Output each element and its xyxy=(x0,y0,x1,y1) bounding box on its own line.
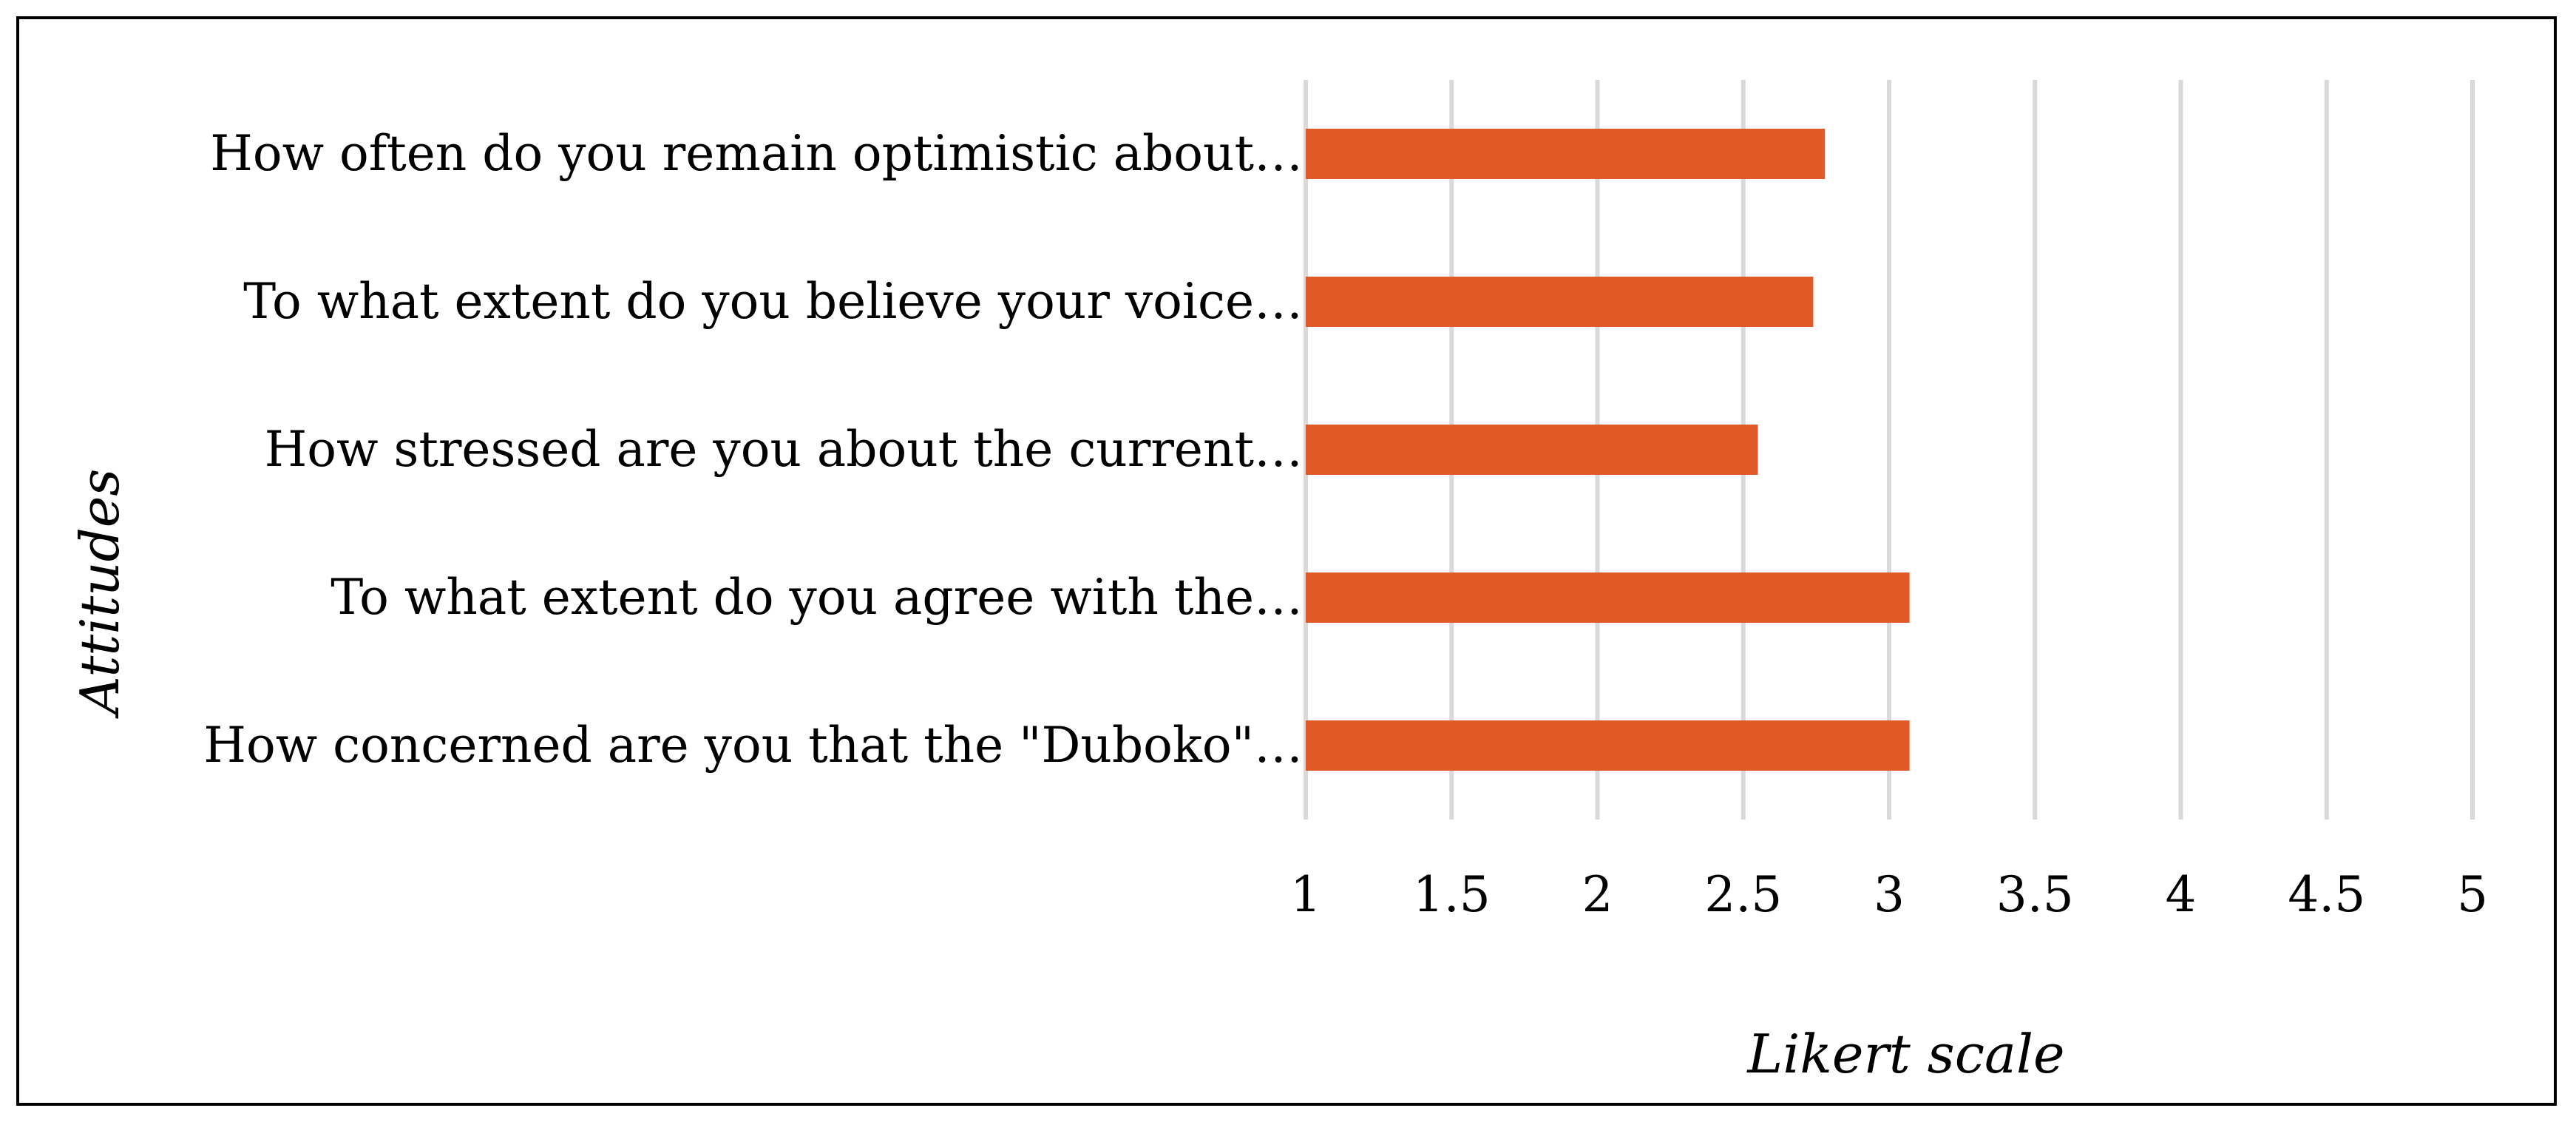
x-tick-label: 4.5 xyxy=(2288,866,2365,923)
y-axis-title: Attitudes xyxy=(69,469,131,720)
x-tick-label: 3 xyxy=(1874,866,1905,923)
category-labels: How often do you remain optimistic about… xyxy=(203,125,1303,774)
x-tick-label: 5 xyxy=(2457,866,2488,923)
chart-frame xyxy=(16,16,2557,1106)
bar xyxy=(1306,425,1758,475)
category-label: How concerned are you that the "Duboko"… xyxy=(203,717,1303,774)
category-label: How stressed are you about the current… xyxy=(265,421,1303,478)
x-tick-label: 4 xyxy=(2166,866,2197,923)
x-tick-labels: 1 1.5 2 2.5 3 3.5 4 4.5 5 xyxy=(1290,866,2488,923)
bar xyxy=(1306,572,1910,623)
bar xyxy=(1306,277,1814,327)
x-tick-label: 2 xyxy=(1582,866,1613,923)
x-tick-label: 1.5 xyxy=(1413,866,1491,923)
category-label: To what extent do you agree with the… xyxy=(331,569,1303,626)
bars xyxy=(1306,129,1910,771)
bar xyxy=(1306,129,1826,179)
x-tick-label: 3.5 xyxy=(1996,866,2074,923)
gridlines xyxy=(1304,80,2475,820)
bar xyxy=(1306,720,1910,771)
x-tick-label: 1 xyxy=(1290,866,1321,923)
category-label: To what extent do you believe your voice… xyxy=(243,273,1303,330)
x-axis-title: Likert scale xyxy=(1746,1023,2064,1085)
x-tick-label: 2.5 xyxy=(1704,866,1782,923)
category-label: How often do you remain optimistic about… xyxy=(210,125,1303,182)
